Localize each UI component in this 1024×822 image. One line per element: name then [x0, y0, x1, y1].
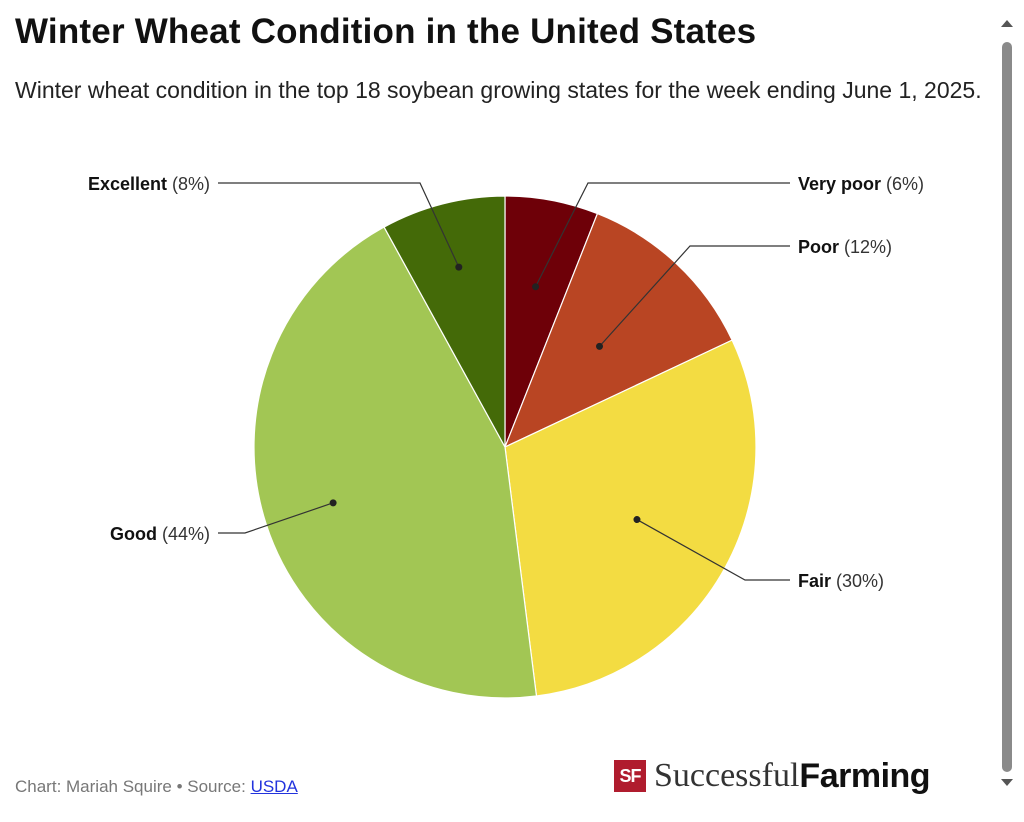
slice-label: Excellent (8%) — [88, 174, 210, 194]
slice-label-percent: (8%) — [172, 174, 210, 194]
scrollbar-thumb[interactable] — [1002, 42, 1012, 772]
slice-label-percent: (12%) — [844, 237, 892, 257]
pie-slice-poor[interactable] — [503, 212, 733, 449]
slice-label-category: Good — [110, 524, 162, 544]
pie-slice-excellent[interactable] — [383, 195, 506, 448]
label-connector — [599, 245, 790, 347]
label-connector-dot — [532, 283, 540, 291]
label-connector-dot — [596, 342, 604, 350]
logo-text-successful: Successful — [654, 757, 800, 794]
pie-labels: Very poor (6%) Poor (12%) Fair (30%) Good (… — [88, 174, 924, 591]
slice-label-category: Poor — [798, 237, 844, 257]
scrollbar[interactable] — [998, 14, 1018, 794]
chart-footer: Chart: Mariah Squire • Source: USDA — [15, 777, 298, 797]
slice-label-percent: (44%) — [162, 524, 210, 544]
logo-text-farming: Farming — [799, 756, 931, 795]
slice-label: Good (44%) — [110, 524, 210, 544]
source-link[interactable]: USDA — [250, 777, 298, 796]
sf-logo-icon: SF — [614, 760, 646, 792]
pie-slices — [253, 195, 757, 699]
label-connector — [636, 519, 790, 581]
slice-label-category: Excellent — [88, 174, 172, 194]
slice-label-category: Very poor — [798, 174, 886, 194]
chart-title: Winter Wheat Condition in the United Sta… — [15, 12, 757, 51]
pie-slice-fair[interactable] — [504, 339, 757, 697]
chart-subtitle: Winter wheat condition in the top 18 soy… — [15, 77, 982, 103]
label-connector-dot — [455, 263, 463, 271]
slice-label: Poor (12%) — [798, 237, 892, 257]
scroll-up-icon[interactable] — [1001, 20, 1013, 27]
pie-slice-good[interactable] — [253, 226, 538, 699]
label-connector-dot — [329, 499, 337, 507]
scroll-down-icon[interactable] — [1001, 779, 1013, 786]
label-connector — [535, 182, 790, 288]
footer-credit: Chart: Mariah Squire • Source: — [15, 777, 251, 796]
slice-label: Fair (30%) — [798, 571, 884, 591]
pie-chart: Very poor (6%) Poor (12%) Fair (30%) Good (… — [88, 174, 924, 699]
successful-farming-logo[interactable]: SF Successful Farming — [614, 756, 931, 796]
label-connector — [218, 182, 460, 268]
slice-label-percent: (6%) — [886, 174, 924, 194]
label-connector-dot — [633, 516, 641, 524]
slice-label-percent: (30%) — [836, 571, 884, 591]
label-connector — [218, 502, 334, 534]
slice-label-category: Fair — [798, 571, 836, 591]
slice-label: Very poor (6%) — [798, 174, 924, 194]
